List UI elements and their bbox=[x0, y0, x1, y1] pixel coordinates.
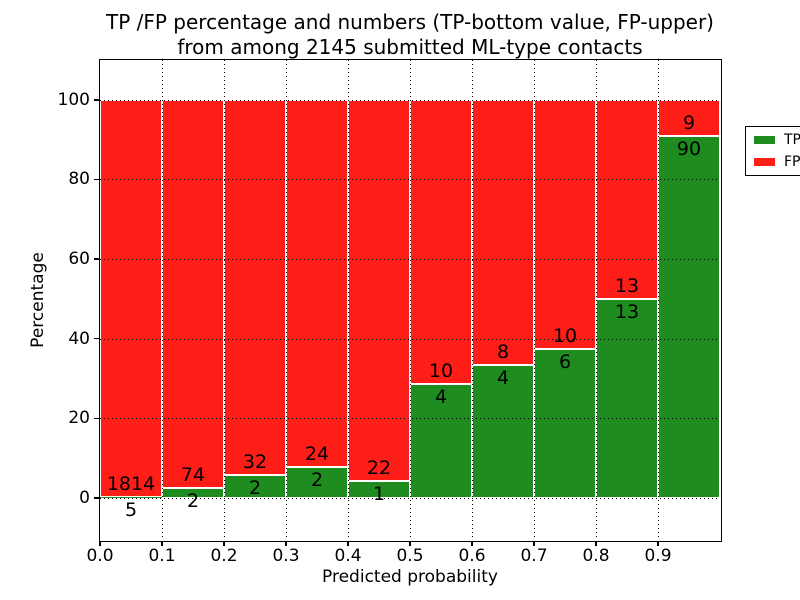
bar-count-label-tp-0.3-0.4: 2 bbox=[310, 469, 324, 492]
y-tick-label-0: 0 bbox=[79, 487, 90, 508]
x-tick-mark-0.7 bbox=[533, 541, 535, 546]
gridline-vertical-0.6 bbox=[472, 60, 473, 540]
gridline-vertical-0.2 bbox=[224, 60, 225, 540]
bar-count-label-fp-0.8-0.9: 13 bbox=[614, 274, 640, 297]
chart-title-line1: TP /FP percentage and numbers (TP-bottom… bbox=[106, 10, 714, 34]
bar-segment-tp-0.5-0.6 bbox=[410, 384, 472, 498]
x-axis-label: Predicted probability bbox=[322, 567, 498, 587]
x-tick-mark-0.1 bbox=[161, 541, 163, 546]
bar-segment-fp-0.6-0.7 bbox=[472, 99, 534, 366]
bar-count-label-fp-0.9-1.0: 9 bbox=[682, 112, 696, 135]
bar-count-label-fp-0.2-0.3: 32 bbox=[242, 450, 268, 473]
bar-count-label-fp-0.0-0.1: 1814 bbox=[106, 472, 156, 495]
gridline-vertical-0.5 bbox=[410, 60, 411, 540]
y-tick-mark-80 bbox=[94, 178, 99, 181]
x-tick-mark-0.6 bbox=[471, 541, 473, 546]
legend-item-tp: TP bbox=[754, 132, 800, 148]
x-tick-label-0.5: 0.5 bbox=[396, 546, 424, 566]
x-tick-label-0.8: 0.8 bbox=[582, 546, 610, 566]
gridline-horizontal-60 bbox=[100, 259, 720, 261]
plot-area: TP FP 1814 5 74 2 32 2 24 2 22 1 10 4 8 4 10 6 13 13 9 90 bbox=[98, 58, 800, 542]
bar-count-label-fp-0.5-0.6: 10 bbox=[428, 360, 454, 383]
x-tick-label-0.9: 0.9 bbox=[644, 546, 672, 566]
legend: TP FP bbox=[745, 126, 800, 176]
legend-swatch-tp bbox=[754, 136, 775, 144]
x-tick-label-0.1: 0.1 bbox=[148, 546, 176, 566]
bar-segment-tp-0.0-0.1 bbox=[100, 496, 162, 498]
bar-count-label-fp-0.6-0.7: 8 bbox=[496, 341, 510, 364]
gridline-vertical-0.7 bbox=[534, 60, 535, 540]
bar-segment-fp-0.3-0.4 bbox=[286, 99, 348, 468]
bar-count-label-tp-0.8-0.9: 13 bbox=[614, 300, 640, 323]
gridline-horizontal-40 bbox=[100, 338, 720, 340]
bar-segment-fp-0.0-0.1 bbox=[100, 99, 162, 497]
y-tick-mark-40 bbox=[94, 337, 99, 340]
bar-segment-tp-0.6-0.7 bbox=[472, 365, 534, 498]
bar-segment-fp-0.4-0.5 bbox=[348, 99, 410, 481]
chart-title: TP /FP percentage and numbers (TP-bottom… bbox=[90, 10, 730, 60]
bar-segment-tp-0.7-0.8 bbox=[534, 348, 596, 498]
bar-count-label-tp-0.4-0.5: 1 bbox=[372, 482, 386, 505]
x-tick-mark-0.5 bbox=[409, 541, 411, 546]
y-tick-label-80: 80 bbox=[68, 169, 90, 190]
y-tick-label-100: 100 bbox=[57, 89, 90, 110]
x-tick-label-0.3: 0.3 bbox=[272, 546, 300, 566]
bar-segment-tp-0.9-1.0 bbox=[658, 136, 720, 498]
gridline-vertical-0.8 bbox=[596, 60, 597, 540]
bar-count-label-fp-0.7-0.8: 10 bbox=[552, 324, 578, 347]
y-tick-label-60: 60 bbox=[68, 249, 90, 270]
bar-count-label-tp-0.1-0.2: 2 bbox=[186, 489, 200, 512]
y-tick-mark-20 bbox=[94, 417, 99, 420]
bar-segment-tp-0.8-0.9 bbox=[596, 298, 658, 498]
legend-item-fp: FP bbox=[754, 154, 800, 170]
bar-segment-fp-0.1-0.2 bbox=[162, 99, 224, 488]
y-tick-mark-0 bbox=[94, 497, 99, 499]
bar-count-label-fp-0.1-0.2: 74 bbox=[180, 463, 206, 486]
x-tick-label-0.7: 0.7 bbox=[520, 546, 548, 566]
y-tick-label-40: 40 bbox=[68, 328, 90, 349]
bar-segment-fp-0.7-0.8 bbox=[534, 99, 596, 349]
x-tick-mark-0.8 bbox=[595, 541, 597, 546]
x-tick-label-0.6: 0.6 bbox=[458, 546, 486, 566]
bar-count-label-tp-0.6-0.7: 4 bbox=[496, 367, 510, 390]
bar-count-label-tp-0.7-0.8: 6 bbox=[558, 350, 572, 373]
bar-segment-fp-0.8-0.9 bbox=[596, 99, 658, 299]
legend-label-fp: FP bbox=[784, 154, 800, 170]
chart-title-line2: from among 2145 submitted ML-type contac… bbox=[177, 35, 643, 59]
gridline-vertical-0.1 bbox=[162, 60, 163, 540]
y-tick-mark-60 bbox=[94, 258, 99, 260]
bar-count-label-fp-0.4-0.5: 22 bbox=[366, 456, 392, 479]
gridline-vertical-0.3 bbox=[286, 60, 287, 540]
legend-swatch-fp bbox=[754, 158, 775, 166]
gridline-horizontal-20 bbox=[100, 418, 720, 420]
bar-count-label-tp-0.2-0.3: 2 bbox=[248, 476, 262, 499]
gridline-vertical-0.4 bbox=[348, 60, 349, 540]
bar-count-label-tp-0.5-0.6: 4 bbox=[434, 386, 448, 409]
bar-count-label-fp-0.3-0.4: 24 bbox=[304, 443, 330, 466]
gridline-horizontal-80 bbox=[100, 179, 720, 181]
gridline-vertical-0.9 bbox=[658, 60, 659, 540]
gridline-horizontal-0 bbox=[100, 497, 720, 499]
x-tick-mark-0.2 bbox=[223, 541, 225, 546]
y-tick-label-20: 20 bbox=[68, 408, 90, 429]
bar-segment-fp-0.2-0.3 bbox=[224, 99, 286, 475]
bar-count-label-tp-0.9-1.0: 90 bbox=[676, 138, 702, 160]
x-tick-label-0.0: 0.0 bbox=[86, 546, 114, 566]
x-tick-label-0.4: 0.4 bbox=[334, 546, 362, 566]
x-tick-mark-0.3 bbox=[285, 541, 287, 546]
gridline-horizontal-100 bbox=[100, 99, 720, 101]
legend-label-tp: TP bbox=[784, 132, 800, 148]
x-tick-mark-0.4 bbox=[347, 541, 349, 546]
x-tick-mark-0.9 bbox=[657, 541, 659, 546]
x-tick-label-0.2: 0.2 bbox=[210, 546, 238, 566]
y-tick-mark-100 bbox=[94, 99, 99, 101]
x-tick-mark-0.0 bbox=[99, 541, 101, 546]
bar-segment-tp-0.3-0.4 bbox=[286, 467, 348, 498]
bar-segment-fp-0.5-0.6 bbox=[410, 99, 472, 385]
bar-count-label-tp-0.0-0.1: 5 bbox=[124, 498, 138, 521]
bar-segment-fp-0.9-1.0 bbox=[658, 99, 720, 136]
